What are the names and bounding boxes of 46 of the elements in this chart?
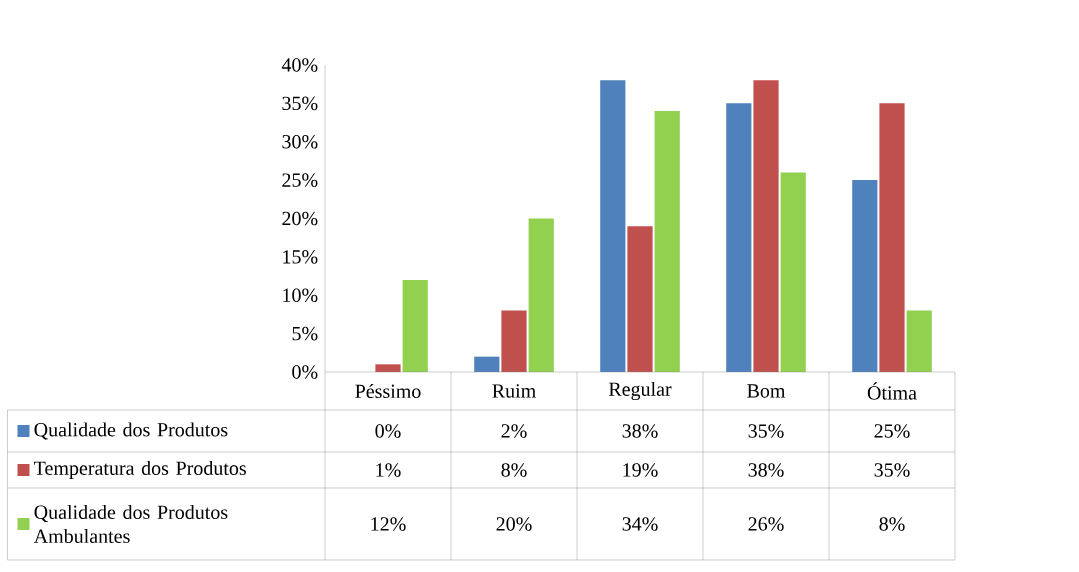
y-tick-label: 25% (282, 173, 318, 187)
bar (654, 111, 680, 372)
bar (753, 80, 779, 372)
data-label: 12% (371, 517, 406, 531)
data-label: 8% (501, 463, 527, 477)
bar (375, 364, 401, 372)
data-label: 35% (748, 424, 784, 438)
bar (879, 103, 905, 372)
bar (780, 172, 806, 372)
data-label: 25% (874, 424, 910, 438)
data-label: 2% (501, 424, 527, 438)
legend-label: Qualidade dos Produtos Ambulantes (33, 504, 228, 544)
y-tick-label: 10% (283, 288, 318, 303)
legend-label: Temperatura dos Produtos (34, 460, 246, 480)
bar (474, 356, 500, 372)
x-tick-label: Ruim (492, 384, 536, 398)
bar (627, 226, 653, 372)
data-label: 19% (623, 463, 658, 477)
data-label: 38% (748, 463, 784, 477)
data-label: 34% (622, 517, 658, 531)
bar (906, 310, 932, 372)
bar (528, 218, 554, 372)
x-tick-label: Bom (747, 384, 786, 398)
y-tick-label: 20% (282, 211, 318, 226)
y-tick-label: 0% (292, 365, 318, 379)
data-label: 20% (496, 517, 532, 531)
legend-label: Qualidade dos Produtos (34, 422, 228, 440)
data-label: 38% (622, 424, 658, 438)
x-tick-label: Ótima (867, 382, 917, 400)
x-tick-label: Regular (608, 381, 672, 401)
y-tick-label: 15% (283, 250, 318, 264)
data-label: 35% (874, 463, 910, 477)
y-tick-label: 5% (292, 326, 318, 341)
bar (852, 180, 878, 372)
data-label: 26% (748, 517, 784, 531)
bar (402, 279, 428, 372)
data-label: 1% (376, 463, 401, 477)
data-label: 8% (879, 517, 905, 531)
bar (501, 310, 527, 372)
y-tick-label: 40% (281, 58, 318, 72)
bar (600, 80, 626, 372)
x-tick-label: Péssimo (355, 383, 421, 399)
y-tick-label: 30% (282, 134, 318, 149)
y-tick-label: 35% (282, 96, 318, 111)
data-label: 0% (375, 424, 401, 438)
bar (726, 103, 752, 372)
